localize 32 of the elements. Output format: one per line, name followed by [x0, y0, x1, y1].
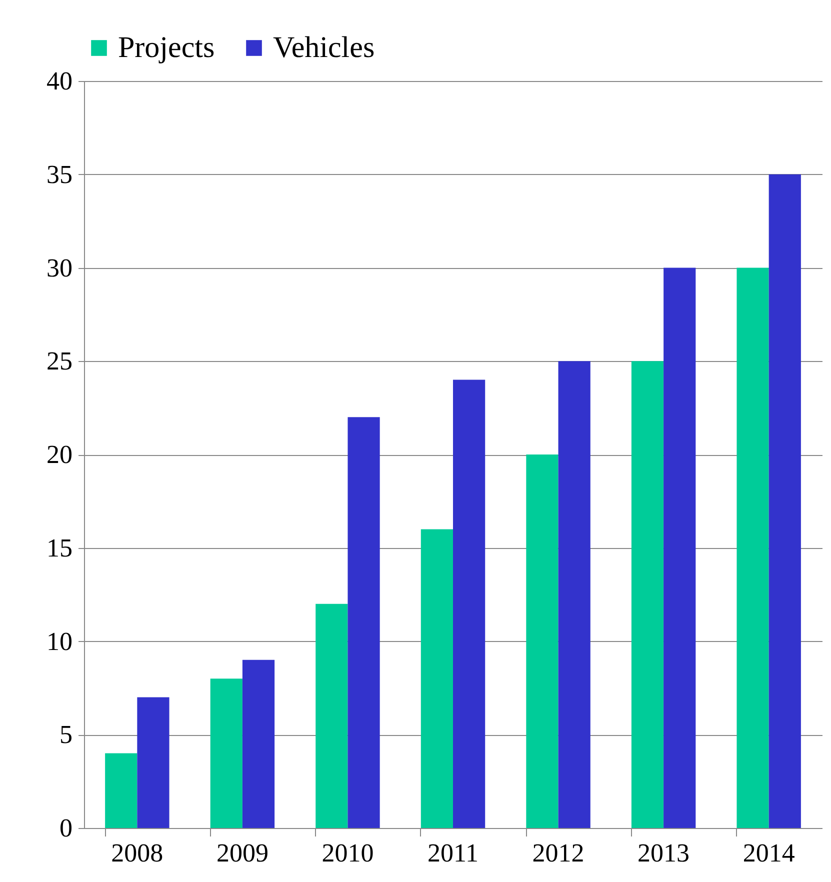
- bar: [453, 380, 486, 828]
- y-tick-label: 0: [60, 814, 72, 842]
- bar: [316, 604, 348, 828]
- y-tick-label: 10: [46, 626, 72, 656]
- bar: [105, 753, 138, 828]
- x-tick-label: 2012: [532, 838, 584, 868]
- legend-label: Vehicles: [273, 31, 375, 64]
- bar: [736, 268, 769, 828]
- bar: [664, 268, 696, 828]
- bar: [558, 361, 590, 828]
- y-tick-label: 5: [60, 720, 72, 750]
- bar: [420, 529, 453, 828]
- bar: [242, 660, 275, 828]
- x-tick-label: 2011: [427, 838, 479, 868]
- bar: [210, 678, 242, 828]
- legend-label: Projects: [118, 31, 215, 64]
- x-tick-label: 2014: [742, 838, 795, 868]
- bar: [348, 417, 380, 828]
- y-tick-label: 15: [46, 533, 72, 562]
- x-tick-label: 2013: [638, 838, 690, 868]
- x-tick-label: 2008: [111, 838, 164, 868]
- x-tick-label: 2010: [322, 838, 374, 868]
- y-tick-label: 30: [46, 253, 72, 282]
- bar: [631, 361, 664, 828]
- y-tick-label: 20: [46, 440, 72, 469]
- bar: [137, 697, 170, 828]
- bar: [526, 454, 558, 828]
- x-tick-label: 2009: [216, 838, 268, 868]
- bar: [768, 174, 801, 828]
- y-tick-label: 25: [46, 346, 72, 376]
- y-tick-label: 40: [46, 66, 72, 96]
- y-tick-label: 35: [46, 160, 72, 189]
